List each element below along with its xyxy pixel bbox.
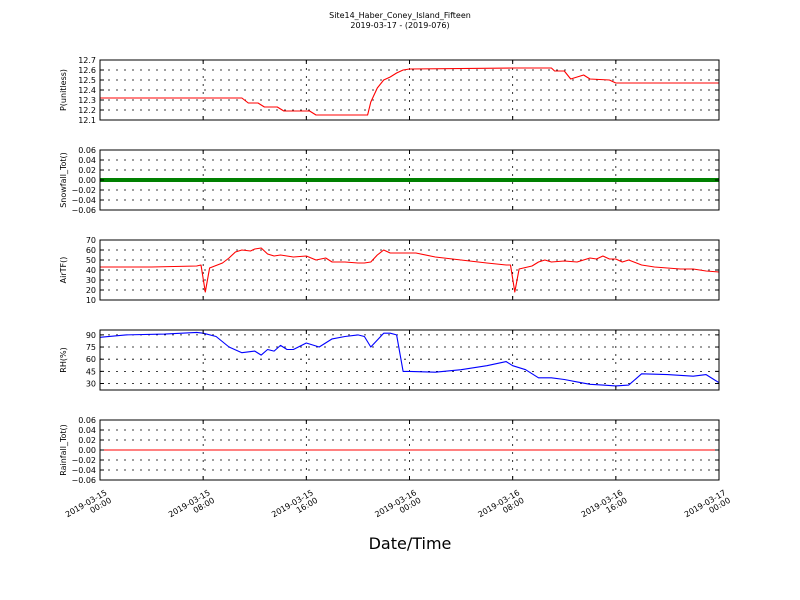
- y-tick-label: −0.04: [71, 466, 96, 475]
- y-tick-label: 12.1: [78, 116, 96, 125]
- x-tick-label: 2019-03-1700:00: [683, 488, 732, 527]
- y-tick-label: 0.06: [78, 146, 96, 155]
- series-line-0: [100, 67, 719, 116]
- y-tick-label: 20: [86, 286, 96, 295]
- y-tick-label: 75: [86, 343, 96, 352]
- x-tick-label: 2019-03-1508:00: [167, 488, 216, 527]
- y-tick-label: 12.7: [78, 56, 96, 65]
- y-tick-label: 12.5: [78, 76, 96, 85]
- y-axis-label-0: P(unitless): [59, 69, 68, 111]
- y-tick-label: 12.3: [78, 96, 96, 105]
- y-tick-label: 90: [86, 331, 96, 340]
- y-tick-label: 40: [86, 266, 96, 275]
- y-tick-label: 0.02: [78, 436, 96, 445]
- series-line-3: [99, 331, 720, 387]
- y-tick-label: 50: [86, 256, 96, 265]
- y-tick-label: 30: [86, 276, 96, 285]
- y-tick-label: −0.06: [71, 476, 96, 485]
- y-tick-label: 12.6: [78, 66, 96, 75]
- series-line-2: [100, 247, 720, 293]
- panel-1: −0.06−0.04−0.020.000.020.040.06 Snowfall_…: [59, 146, 720, 215]
- y-tick-label: −0.02: [71, 456, 96, 465]
- y-tick-label: 0.00: [78, 176, 96, 185]
- panel-3: 30 45 60 75 90 RH(%): [59, 329, 720, 391]
- y-tick-label: 12.2: [78, 106, 96, 115]
- panel-4: −0.06−0.04−0.020.000.020.040.06 Rainfall_…: [59, 416, 720, 485]
- y-tick-label: 60: [86, 355, 96, 364]
- x-tick-label: 2019-03-1616:00: [580, 488, 629, 527]
- x-tick-label: 2019-03-1600:00: [373, 488, 422, 527]
- x-tick-label: 2019-03-1608:00: [476, 488, 525, 527]
- y-tick-label: 0.04: [78, 156, 96, 165]
- y-axis-label-1: Snowfall_Tot(): [59, 152, 68, 208]
- y-tick-label: −0.02: [71, 186, 96, 195]
- y-tick-label: 0.00: [78, 446, 96, 455]
- y-axis-label-4: Rainfall_Tot(): [59, 424, 68, 476]
- panel-0: 12.112.212.312.412.512.612.7 P(unitless): [59, 56, 720, 125]
- y-tick-label: 60: [86, 246, 96, 255]
- y-tick-label: 12.4: [78, 86, 96, 95]
- chart-title: Site14_Haber_Coney_Island_Fifteen: [329, 11, 471, 20]
- y-tick-label: 0.02: [78, 166, 96, 175]
- y-tick-label: −0.06: [71, 206, 96, 215]
- y-axis-label-3: RH(%): [59, 347, 68, 372]
- y-tick-label: 70: [86, 236, 96, 245]
- x-tick-label: 2019-03-1500:00: [64, 488, 113, 527]
- y-tick-label: 0.06: [78, 416, 96, 425]
- y-tick-label: 45: [86, 367, 96, 376]
- x-axis-label: Date/Time: [368, 534, 452, 553]
- y-tick-label: 0.04: [78, 426, 96, 435]
- y-tick-label: −0.04: [71, 196, 96, 205]
- y-tick-label: 30: [86, 380, 96, 389]
- y-axis-label-2: AirTF(): [59, 257, 68, 284]
- x-tick-label: 2019-03-1516:00: [270, 488, 319, 527]
- chart-subtitle: 2019-03-17 - (2019-076): [350, 21, 450, 30]
- y-tick-label: 10: [86, 296, 96, 305]
